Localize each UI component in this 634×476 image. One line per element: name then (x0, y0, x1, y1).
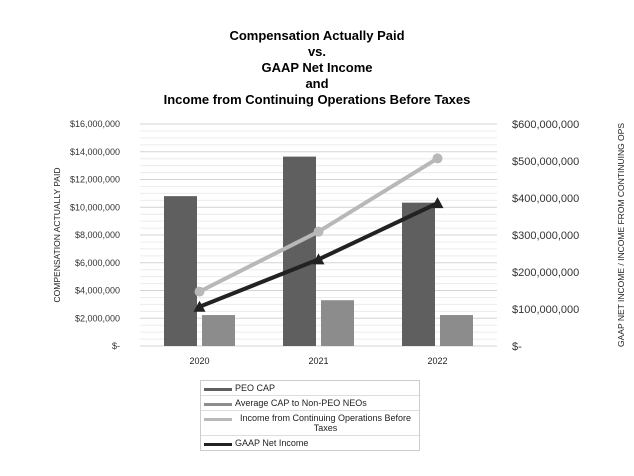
legend-label: GAAP Net Income (235, 438, 309, 448)
left-tick-label: $8,000,000 (75, 230, 120, 240)
bar-peo-cap (283, 156, 316, 346)
left-tick-label: $- (112, 341, 120, 351)
right-tick-label: $200,000,000 (512, 267, 579, 279)
x-tick-label: 2022 (427, 356, 447, 366)
left-tick-label: $10,000,000 (70, 202, 120, 212)
legend-item: GAAP Net Income (201, 436, 419, 450)
left-tick-label: $6,000,000 (75, 258, 120, 268)
left-tick-label: $16,000,000 (70, 119, 120, 129)
right-tick-label: $400,000,000 (512, 193, 579, 205)
chart-title-4: and (305, 76, 329, 91)
legend-label: Income from Continuing Operations Before… (239, 413, 412, 433)
right-tick-label: $- (512, 341, 522, 353)
legend-item: Average CAP to Non-PEO NEOs (201, 396, 419, 411)
legend-swatch (204, 418, 232, 421)
bar-peo-cap (164, 196, 197, 346)
line-point (194, 286, 205, 297)
chart-title-1: Compensation Actually Paid (229, 28, 405, 43)
right-tick-label: $600,000,000 (512, 119, 579, 131)
bar-average-cap-to-non-peo-neos (321, 300, 354, 346)
left-tick-label: $2,000,000 (75, 313, 120, 323)
x-tick-label: 2020 (189, 356, 209, 366)
bar-peo-cap (402, 202, 435, 346)
chart-title-3: GAAP Net Income (261, 60, 373, 75)
right-tick-label: $300,000,000 (512, 230, 579, 242)
legend-swatch (204, 388, 232, 391)
left-tick-label: $12,000,000 (70, 175, 120, 185)
left-tick-label: $14,000,000 (70, 147, 120, 157)
line-point (432, 153, 443, 164)
bar-average-cap-to-non-peo-neos (202, 315, 235, 346)
legend-item: Income from Continuing Operations Before… (201, 411, 419, 436)
chart-title-5: Income from Continuing Operations Before… (163, 92, 471, 107)
legend-item: PEO CAP (201, 381, 419, 396)
line-point (431, 197, 444, 209)
left-axis-label: COMPENSATION ACTUALLY PAID (52, 168, 62, 303)
right-tick-label: $100,000,000 (512, 304, 579, 316)
chart-title-2: vs. (307, 44, 327, 59)
legend-label: Average CAP to Non-PEO NEOs (235, 398, 367, 408)
left-tick-label: $4,000,000 (75, 286, 120, 296)
legend-label: PEO CAP (235, 383, 276, 393)
legend: PEO CAP Average CAP to Non-PEO NEOs Income… (200, 380, 420, 451)
line-point (313, 226, 324, 237)
right-tick-label: $500,000,000 (512, 156, 579, 168)
line-point (312, 253, 325, 265)
legend-swatch (204, 443, 232, 446)
legend-swatch (204, 403, 232, 406)
line-point (193, 300, 206, 312)
bar-average-cap-to-non-peo-neos (440, 315, 473, 346)
line-series (198, 156, 439, 294)
right-axis-label: GAAP NET INCOME / INCOME FROM CONTINUING… (616, 123, 626, 347)
x-tick-label: 2021 (308, 356, 328, 366)
